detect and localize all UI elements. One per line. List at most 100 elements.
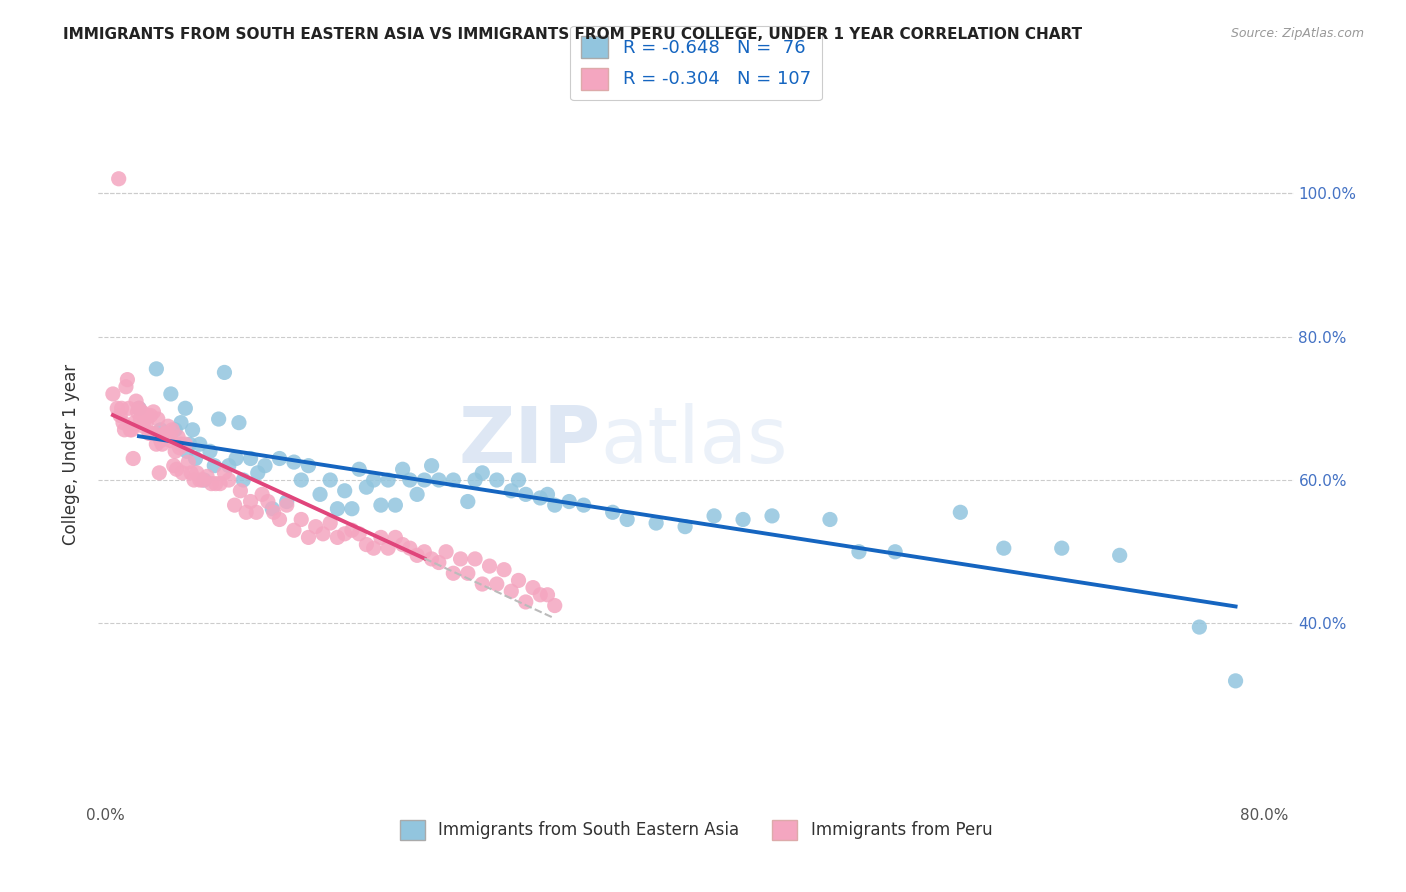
- Point: [142, 405, 165, 419]
- Point: [172, 466, 194, 480]
- Point: [515, 595, 537, 609]
- Point: [536, 487, 558, 501]
- Point: [170, 416, 193, 430]
- Point: [160, 434, 183, 448]
- Y-axis label: College, Under 1 year: College, Under 1 year: [62, 364, 80, 546]
- Point: [673, 519, 696, 533]
- Point: [224, 498, 246, 512]
- Point: [125, 394, 148, 409]
- Point: [761, 508, 783, 523]
- Point: [214, 466, 236, 480]
- Point: [340, 523, 363, 537]
- Point: [269, 451, 291, 466]
- Point: [127, 405, 149, 419]
- Point: [262, 501, 284, 516]
- Point: [347, 526, 370, 541]
- Point: [529, 491, 551, 505]
- Point: [180, 466, 202, 480]
- Point: [464, 473, 486, 487]
- Point: [347, 462, 370, 476]
- Point: [188, 437, 211, 451]
- Point: [544, 599, 567, 613]
- Point: [105, 401, 128, 416]
- Point: [377, 541, 399, 556]
- Point: [529, 588, 551, 602]
- Point: [232, 473, 254, 487]
- Point: [492, 563, 515, 577]
- Point: [384, 498, 406, 512]
- Point: [508, 574, 530, 588]
- Point: [153, 426, 176, 441]
- Point: [450, 552, 472, 566]
- Point: [156, 419, 179, 434]
- Point: [457, 494, 479, 508]
- Point: [1050, 541, 1073, 556]
- Point: [135, 416, 157, 430]
- Point: [163, 458, 186, 473]
- Point: [1188, 620, 1211, 634]
- Point: [166, 462, 188, 476]
- Text: Source: ZipAtlas.com: Source: ZipAtlas.com: [1230, 27, 1364, 40]
- Point: [239, 451, 262, 466]
- Point: [319, 516, 342, 530]
- Point: [131, 405, 153, 419]
- Point: [129, 412, 152, 426]
- Point: [136, 409, 159, 423]
- Point: [253, 458, 276, 473]
- Point: [148, 466, 170, 480]
- Point: [290, 512, 312, 526]
- Point: [225, 451, 247, 466]
- Point: [326, 530, 349, 544]
- Legend: Immigrants from South Eastern Asia, Immigrants from Peru: Immigrants from South Eastern Asia, Immi…: [389, 810, 1002, 850]
- Point: [174, 437, 197, 451]
- Point: [333, 526, 356, 541]
- Point: [107, 171, 129, 186]
- Point: [363, 541, 385, 556]
- Point: [122, 451, 145, 466]
- Point: [283, 455, 305, 469]
- Point: [138, 426, 160, 441]
- Point: [269, 512, 291, 526]
- Point: [149, 423, 172, 437]
- Point: [391, 538, 413, 552]
- Point: [536, 588, 558, 602]
- Point: [508, 473, 530, 487]
- Point: [283, 523, 305, 537]
- Point: [305, 519, 328, 533]
- Point: [181, 423, 204, 437]
- Point: [115, 380, 138, 394]
- Point: [333, 483, 356, 498]
- Point: [218, 458, 240, 473]
- Point: [558, 494, 581, 508]
- Point: [413, 545, 436, 559]
- Point: [204, 476, 226, 491]
- Point: [1225, 673, 1247, 688]
- Point: [515, 487, 537, 501]
- Point: [239, 494, 262, 508]
- Point: [370, 498, 392, 512]
- Point: [312, 526, 335, 541]
- Point: [167, 430, 190, 444]
- Point: [276, 494, 298, 508]
- Point: [170, 437, 193, 451]
- Point: [406, 549, 429, 563]
- Point: [420, 552, 443, 566]
- Point: [602, 505, 624, 519]
- Point: [150, 437, 173, 451]
- Point: [478, 559, 501, 574]
- Point: [128, 401, 150, 416]
- Point: [363, 473, 385, 487]
- Point: [114, 423, 136, 437]
- Point: [356, 538, 378, 552]
- Point: [427, 473, 450, 487]
- Point: [200, 476, 222, 491]
- Text: atlas: atlas: [600, 403, 787, 479]
- Point: [818, 512, 841, 526]
- Point: [101, 387, 124, 401]
- Point: [572, 498, 595, 512]
- Point: [214, 366, 236, 380]
- Point: [165, 444, 187, 458]
- Point: [121, 423, 143, 437]
- Point: [399, 473, 422, 487]
- Point: [179, 437, 201, 451]
